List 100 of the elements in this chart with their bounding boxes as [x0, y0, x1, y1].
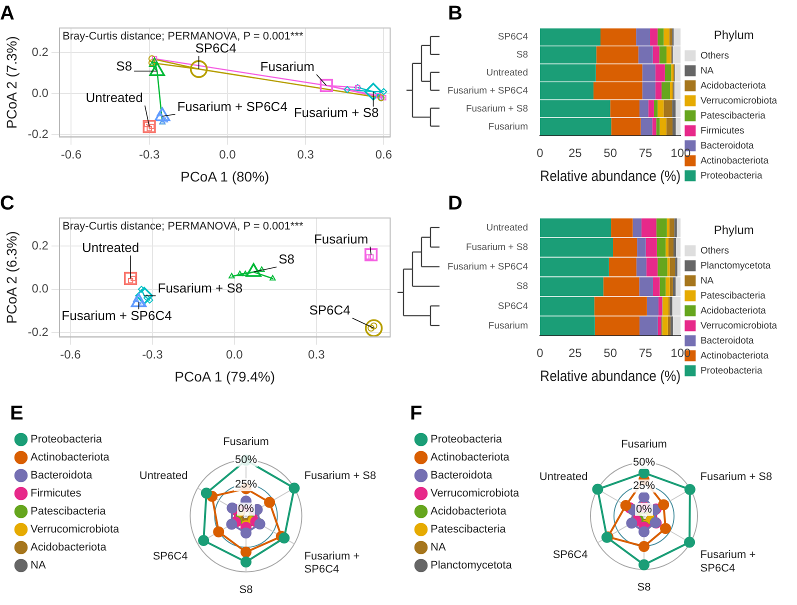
- annotation: Untreated: [82, 240, 140, 256]
- chart-title: D: [448, 192, 462, 215]
- y-tick-label: Fusarium + SP6C4: [447, 262, 528, 273]
- x-tick-label: 50: [604, 146, 618, 160]
- annotation: Fusarium + SP6C4: [62, 308, 172, 323]
- y-tick-label: 0.2: [32, 44, 49, 59]
- y-tick-label: 0.0: [32, 282, 49, 296]
- y-tick-label: S8: [516, 50, 528, 61]
- y-tick-label: 50%: [632, 456, 656, 469]
- spoke-label: SP6C4: [152, 550, 188, 562]
- x-tick-label: 25: [568, 346, 582, 360]
- spoke-label: Fusarium + SP6C4: [700, 549, 756, 574]
- legend-label: Patescibacteria: [430, 524, 507, 536]
- annotation: Bray-Curtis distance; PERMANOVA, P = 0.001***: [62, 30, 304, 43]
- y-axis-title: PCoA 2 (6.3%): [3, 231, 20, 324]
- y-tick-label: SP6C4: [498, 300, 528, 312]
- spoke-label: Untreated: [539, 470, 588, 483]
- legend-label: Actinobacteriota: [700, 155, 770, 166]
- legend-label: Patescibacteria: [30, 506, 107, 518]
- x-axis-title: Relative abundance (%): [540, 167, 681, 184]
- annotation: SP6C4: [309, 302, 350, 318]
- legend-title: Phylum: [714, 223, 754, 238]
- legend-label: NA: [430, 542, 446, 554]
- annotation: Fusarium: [260, 59, 314, 74]
- annotation: SP6C4: [195, 40, 236, 56]
- legend-label: Acidobacteriota: [30, 542, 108, 554]
- annotation: S8: [116, 58, 132, 74]
- chart-title: B: [448, 2, 462, 25]
- legend-label: Verrucomicrobiota: [430, 488, 520, 500]
- legend-label: NA: [30, 560, 46, 572]
- y-tick-label: S8: [516, 281, 528, 292]
- legend-label: Bacteroidota: [700, 140, 754, 152]
- x-tick-label: -0.3: [142, 347, 164, 362]
- y-tick-label: Untreated: [486, 222, 528, 234]
- annotation: Fusarium + S8: [294, 105, 379, 120]
- spoke-label: Fusarium + S8: [304, 470, 376, 482]
- y-axis-title: PCoA 2 (7.3%): [3, 36, 20, 129]
- legend-label: Verrucomicrobiota: [700, 320, 778, 332]
- y-tick-label: Fusarium + SP6C4: [447, 85, 528, 96]
- legend-label: Others: [700, 245, 730, 256]
- legend-label: Verrucomicrobiota: [700, 95, 778, 106]
- x-tick-label: 100: [670, 146, 692, 160]
- x-tick-label: 0: [536, 146, 544, 160]
- legend-label: Bacteroidota: [30, 470, 94, 482]
- x-tick-label: -0.6: [60, 347, 82, 362]
- annotation: Fusarium + S8: [158, 280, 243, 296]
- legend-label: Planctomycetota: [430, 560, 513, 572]
- x-axis-title: PCoA 1 (79.4%): [174, 368, 276, 384]
- legend-label: Bacteroidota: [430, 470, 494, 482]
- y-tick-label: 0%: [636, 503, 652, 516]
- legend-label: Proteobacteria: [30, 434, 103, 446]
- annotation: Fusarium: [314, 231, 368, 246]
- y-tick-label: Untreated: [486, 67, 528, 78]
- x-tick-label: 0.6: [375, 147, 392, 162]
- y-tick-label: Fusarium + S8: [466, 103, 528, 114]
- legend-label: Verrucomicrobiota: [30, 524, 120, 536]
- legend-label: Patescibacteria: [700, 110, 766, 122]
- legend-label: Bacteroidota: [700, 335, 754, 346]
- y-tick-label: Fusarium: [488, 121, 528, 132]
- annotation: Bray-Curtis distance; PERMANOVA, P = 0.001***: [62, 220, 304, 233]
- legend-label: Proteobacteria: [430, 434, 503, 446]
- x-tick-label: -0.3: [138, 147, 160, 162]
- y-tick-label: 25%: [234, 478, 258, 491]
- legend-label: Patescibacteria: [700, 290, 766, 302]
- annotation: Fusarium + SP6C4: [177, 98, 288, 114]
- chart-title: F: [410, 402, 422, 425]
- legend-label: Firmicutes: [30, 488, 82, 500]
- x-tick-label: -0.6: [60, 147, 82, 162]
- y-tick-label: -0.2: [28, 127, 49, 142]
- annotation: S8: [278, 252, 294, 267]
- x-tick-label: 25: [568, 146, 582, 160]
- legend-label: Acidobacteriota: [430, 506, 508, 518]
- legend-label: Acidobacteriota: [700, 80, 767, 92]
- annotation: Untreated: [86, 90, 143, 106]
- legend-label: NA: [700, 65, 714, 76]
- spoke-label: Fusarium + SP6C4: [304, 550, 360, 576]
- legend-label: Proteobacteria: [700, 365, 763, 376]
- x-tick-label: 75: [638, 146, 653, 160]
- legend-label: Firmicutes: [700, 125, 744, 136]
- x-tick-label: 0.3: [297, 147, 314, 162]
- legend-label: Actinobacteriota: [430, 452, 510, 464]
- chart-title: A: [0, 2, 14, 25]
- legend-label: Others: [700, 50, 730, 62]
- spoke-label: Fusarium + S8: [700, 470, 772, 483]
- x-tick-label: 50: [604, 346, 618, 360]
- legend-label: Actinobacteriota: [700, 350, 770, 362]
- legend-label: Proteobacteria: [700, 170, 763, 182]
- y-tick-label: Fusarium: [488, 320, 528, 332]
- y-tick-label: 0.2: [32, 238, 49, 252]
- chart-title: E: [10, 402, 24, 425]
- y-tick-label: SP6C4: [498, 32, 528, 43]
- legend-label: Planctomycetota: [700, 260, 772, 272]
- legend-label: Actinobacteriota: [30, 452, 110, 464]
- spoke-label: Untreated: [139, 470, 188, 482]
- x-tick-label: 75: [638, 346, 653, 360]
- x-tick-label: 0.3: [308, 347, 326, 362]
- y-tick-label: 25%: [632, 480, 656, 492]
- x-axis-title: Relative abundance (%): [540, 367, 681, 384]
- legend-label: NA: [700, 275, 714, 286]
- chart-title: C: [0, 192, 14, 215]
